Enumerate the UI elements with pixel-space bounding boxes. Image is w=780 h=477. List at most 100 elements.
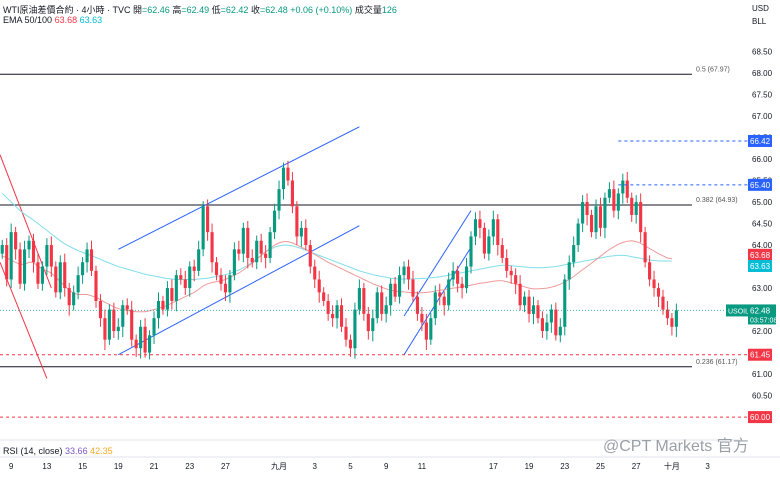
ohlc-low: =62.42 bbox=[220, 5, 249, 15]
candle-body bbox=[197, 249, 201, 271]
candle-body bbox=[603, 197, 607, 228]
ema-price-badge bbox=[748, 248, 772, 261]
time-axis-tick: 15 bbox=[78, 462, 87, 471]
price-axis-tick: 65.00 bbox=[752, 198, 773, 207]
ohlc-open: =62.46 bbox=[142, 5, 170, 15]
candle-body bbox=[313, 266, 317, 280]
time-axis-tick: 27 bbox=[221, 462, 230, 471]
level-badge-text: 60.00 bbox=[750, 413, 771, 422]
candle-body bbox=[661, 296, 665, 310]
candle-body bbox=[545, 322, 549, 332]
candle-body bbox=[505, 257, 509, 271]
candle-body bbox=[558, 326, 562, 336]
candle-body bbox=[344, 326, 348, 340]
candle-body bbox=[72, 292, 76, 306]
rsi-legend: RSI (14, close) 33.66 42.35 bbox=[3, 446, 113, 456]
time-axis-tick: 十月 bbox=[664, 461, 680, 471]
candle-body bbox=[54, 266, 58, 293]
candle-body bbox=[648, 262, 652, 280]
candle-body bbox=[273, 210, 277, 233]
channel-line bbox=[403, 210, 472, 317]
candle-body bbox=[554, 309, 558, 336]
candle-body bbox=[264, 253, 268, 258]
candle-body bbox=[89, 249, 94, 271]
ema-price-badge-text: 63.68 bbox=[750, 251, 771, 260]
candle-body bbox=[14, 232, 18, 250]
candle-body bbox=[299, 227, 303, 237]
candle-body bbox=[179, 275, 183, 280]
unit-label: BLL bbox=[752, 17, 767, 26]
ohlc-open-label: 開 bbox=[133, 5, 143, 15]
candle-body bbox=[514, 275, 518, 284]
candle-body bbox=[335, 305, 339, 319]
candle-body bbox=[549, 309, 553, 323]
candle-body bbox=[58, 262, 62, 293]
channel-line bbox=[118, 126, 360, 250]
candle-body bbox=[214, 262, 219, 276]
time-axis-tick: 17 bbox=[489, 462, 498, 471]
candle-body bbox=[411, 279, 415, 297]
candle-body bbox=[500, 245, 504, 258]
candle-body bbox=[63, 262, 67, 289]
candle-body bbox=[496, 219, 500, 246]
candle-body bbox=[523, 296, 527, 306]
candle-body bbox=[576, 223, 580, 246]
candle-body bbox=[589, 214, 594, 233]
candle-body bbox=[456, 270, 460, 284]
candles bbox=[0, 160, 678, 360]
channel-line bbox=[118, 225, 360, 356]
candle-body bbox=[237, 249, 241, 254]
candle-body bbox=[107, 309, 111, 340]
candle-body bbox=[398, 275, 402, 297]
candle-body bbox=[598, 206, 603, 228]
level-badge-text: 65.40 bbox=[750, 181, 771, 190]
time-axis-tick: 13 bbox=[42, 462, 51, 471]
ema-legend: EMA 50/100 63.68 63.63 bbox=[3, 15, 102, 25]
candle-body bbox=[326, 300, 330, 314]
candle-body bbox=[250, 257, 254, 263]
candle-body bbox=[45, 245, 49, 267]
ema-slow-value: 63.63 bbox=[79, 15, 103, 25]
level-badge bbox=[748, 411, 772, 424]
time-axis-tick: 5 bbox=[348, 462, 353, 471]
candle-body bbox=[643, 232, 647, 263]
candle-body bbox=[112, 309, 116, 332]
candle-body bbox=[572, 245, 576, 263]
price-axis-tick: 68.50 bbox=[752, 48, 773, 57]
candle-body bbox=[451, 270, 455, 280]
candle-body bbox=[634, 202, 638, 215]
fib-level-label: 0.382 (64.93) bbox=[696, 197, 738, 204]
candle-body bbox=[581, 202, 585, 224]
candle-body bbox=[339, 305, 344, 327]
candle-body bbox=[188, 266, 192, 289]
fib-level-label: 0.236 (61.17) bbox=[696, 359, 738, 366]
time-axis-tick: 3 bbox=[705, 462, 710, 471]
trend-line bbox=[0, 262, 48, 379]
candle-body bbox=[469, 236, 473, 267]
candle-body bbox=[366, 313, 370, 332]
candle-body bbox=[210, 232, 214, 263]
ema-price-badge bbox=[748, 259, 772, 272]
candle-body bbox=[393, 283, 397, 297]
candle-body bbox=[290, 180, 294, 207]
candle-body bbox=[125, 305, 129, 310]
candle-body bbox=[406, 266, 411, 280]
time-axis-tick: 11 bbox=[418, 462, 427, 471]
candle-body bbox=[482, 227, 486, 254]
candle-body bbox=[206, 206, 210, 233]
price-axis-tick: 64.00 bbox=[752, 241, 773, 250]
candle-body bbox=[94, 270, 98, 301]
candle-body bbox=[161, 300, 165, 310]
price-axis-tick: 63.00 bbox=[752, 284, 773, 293]
candle-body bbox=[103, 318, 107, 340]
symbol-badge bbox=[726, 304, 748, 317]
candle-body bbox=[420, 313, 424, 323]
rsi-label: RSI (14, close) bbox=[3, 446, 63, 456]
candle-body bbox=[76, 275, 80, 293]
candle-body bbox=[143, 326, 147, 353]
candle-body bbox=[308, 245, 312, 267]
candle-body bbox=[491, 219, 495, 237]
price-axis-tick: 68.00 bbox=[752, 69, 773, 78]
candle-body bbox=[531, 305, 536, 314]
